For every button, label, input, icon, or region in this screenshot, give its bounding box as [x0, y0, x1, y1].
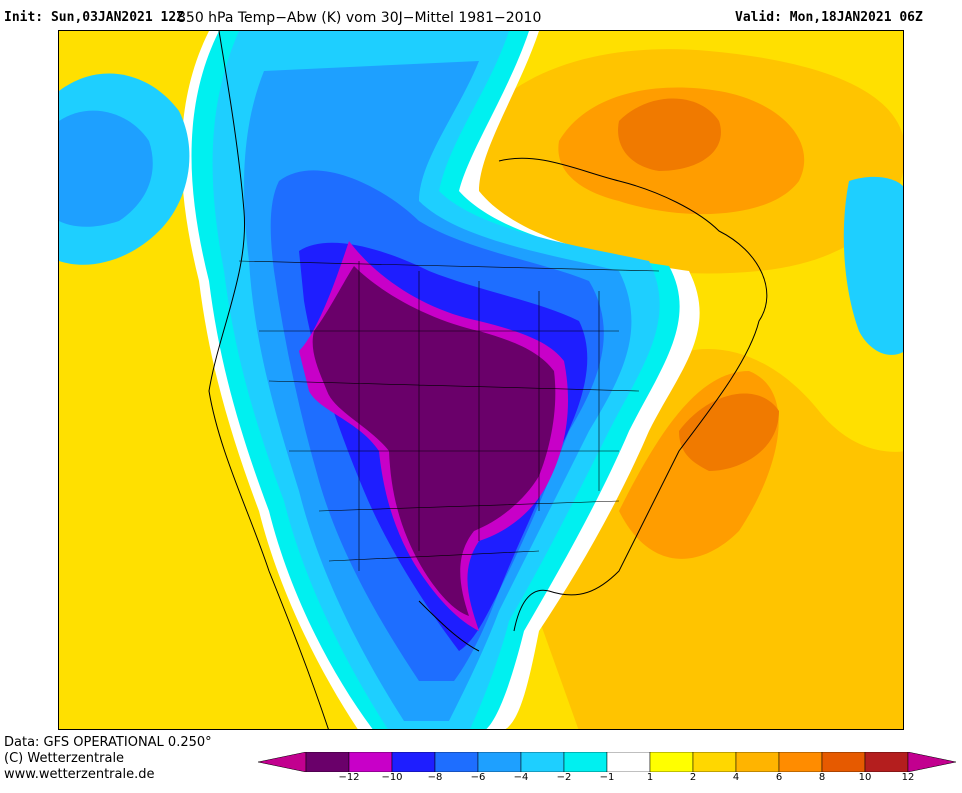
legend-swatch — [778, 752, 823, 772]
legend-tick-label: −12 — [338, 772, 360, 783]
legend-tick-label: 1 — [646, 772, 654, 783]
legend-swatch — [520, 752, 565, 772]
legend-swatch — [864, 752, 909, 772]
legend-tick-label: 6 — [775, 772, 783, 783]
legend-arrow-left — [258, 752, 307, 772]
gulf-coastline — [418, 600, 480, 652]
legend-tick-label: −10 — [381, 772, 403, 783]
legend-tick-label: 2 — [689, 772, 697, 783]
pacific-cold-core — [59, 110, 153, 227]
legend-swatch — [434, 752, 479, 772]
west-coastline — [208, 31, 329, 729]
legend-tick-label: 8 — [818, 772, 826, 783]
legend-swatch — [391, 752, 436, 772]
copyright: (C) Wetterzentrale — [4, 751, 125, 766]
legend-tick-label: −2 — [556, 772, 572, 783]
legend-tick-label: −8 — [427, 772, 443, 783]
state-borders — [238, 260, 660, 571]
legend-swatch — [606, 752, 651, 772]
legend-tick-label: −1 — [599, 772, 615, 783]
legend-tick-label: −4 — [513, 772, 529, 783]
color-legend — [258, 752, 956, 772]
legend-tick-label: 10 — [858, 772, 872, 783]
legend-arrow-right — [907, 752, 956, 772]
warm-core-quebec — [618, 98, 721, 171]
legend-swatch — [563, 752, 608, 772]
legend-swatch — [649, 752, 694, 772]
legend-swatch — [735, 752, 780, 772]
legend-tick-label: 4 — [732, 772, 740, 783]
legend-swatch — [821, 752, 866, 772]
legend-tick-label: −6 — [470, 772, 486, 783]
legend-swatch — [305, 752, 350, 772]
valid-time: Valid: Mon,18JAN2021 06Z — [735, 10, 923, 25]
legend-swatch — [348, 752, 393, 772]
warm-core-southeast — [679, 393, 779, 471]
legend-tick-label: 12 — [901, 772, 915, 783]
init-time: Init: Sun,03JAN2021 12Z — [4, 10, 185, 25]
data-source: Data: GFS OPERATIONAL 0.250° — [4, 735, 212, 750]
website-url: www.wetterzentrale.de — [4, 767, 155, 782]
legend-swatch — [692, 752, 737, 772]
cold-core-purple — [312, 266, 556, 616]
legend-swatch — [477, 752, 522, 772]
map-canvas — [59, 31, 903, 729]
atlantic-cold-patch — [843, 176, 903, 355]
map-title: 850 hPa Temp−Abw (K) vom 30J−Mittel 1981… — [177, 10, 542, 26]
anomaly-map — [58, 30, 904, 730]
east-coastline — [498, 157, 768, 632]
